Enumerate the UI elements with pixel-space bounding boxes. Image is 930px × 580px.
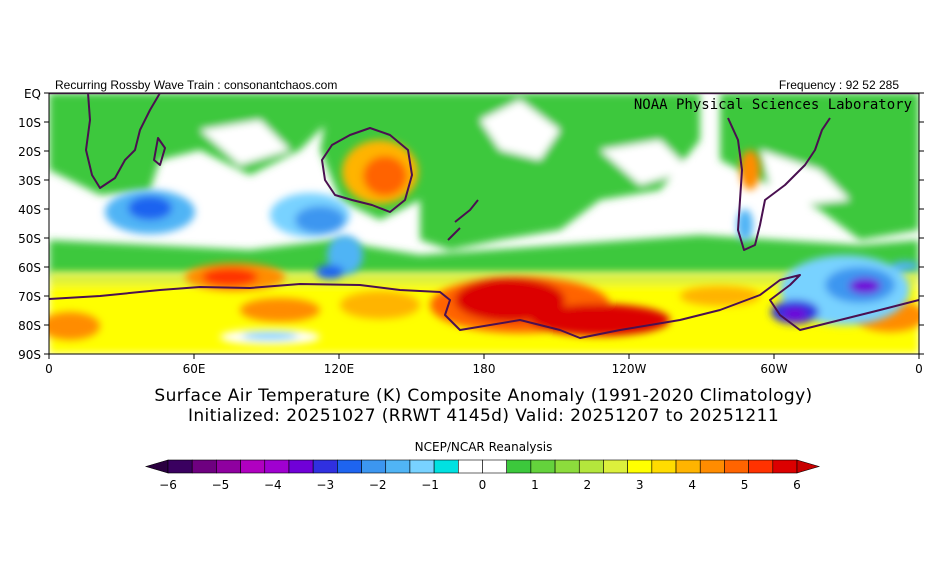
warm-anomaly-regions: [49, 140, 919, 340]
lon-tick-label: 120E: [324, 362, 355, 376]
colorbar-swatch: [627, 459, 653, 474]
lat-tick-label: 40S: [18, 203, 41, 217]
colorbar-tick-label: −2: [369, 478, 387, 492]
colorbar-tick-label: 0: [479, 478, 487, 492]
lon-tick-label: 0: [45, 362, 53, 376]
colorbar-swatch: [554, 459, 580, 474]
lon-tick-label: 180: [473, 362, 496, 376]
noaa-watermark: NOAA Physical Sciences Laboratory: [634, 97, 912, 113]
colorbar-ticks: −6 −5 −4 −3 −2 −1 0 1 2 3 4 5 6: [159, 478, 801, 492]
lat-tick-label: 90S: [18, 348, 41, 362]
lat-tick-label: 10S: [18, 116, 41, 130]
lat-tick-label: EQ: [24, 87, 41, 101]
colorbar-tick-label: −5: [212, 478, 230, 492]
colorbar-tick-label: 3: [636, 478, 644, 492]
map-title-line1: Surface Air Temperature (K) Composite An…: [154, 386, 813, 406]
header-frequency: Frequency : 92 52 285: [778, 78, 899, 92]
lon-tick-label: 60W: [760, 362, 787, 376]
colorbar-tick-label: −1: [421, 478, 439, 492]
latitude-axis: EQ 10S 20S 30S 40S 50S 60S 70S 80S 90S: [18, 87, 924, 362]
lon-tick-label: 60E: [183, 362, 206, 376]
lat-tick-label: 70S: [18, 290, 41, 304]
lat-tick-label: 80S: [18, 319, 41, 333]
header-attribution: Recurring Rossby Wave Train : consonantc…: [55, 78, 338, 92]
colorbar-tick-label: 6: [793, 478, 801, 492]
colorbar-swatch: [361, 459, 387, 474]
colorbar-tick-label: −6: [159, 478, 177, 492]
colorbar-swatch: [264, 459, 290, 474]
longitude-axis: 0 60E 120E 180 120W 60W 0: [45, 354, 923, 376]
colorbar-swatch: [385, 459, 411, 474]
colorbar-tick-label: 5: [741, 478, 749, 492]
colorbar-swatch: [651, 459, 677, 474]
colorbar-swatch: [530, 459, 556, 474]
colorbar-swatch: [603, 459, 628, 474]
colorbar-swatch: [482, 459, 507, 474]
colorbar-swatch: [191, 459, 217, 474]
colorbar-swatch: [578, 459, 604, 474]
colorbar-swatch: [288, 459, 314, 474]
colorbar-swatch: [312, 459, 338, 474]
colorbar-swatches: [144, 459, 821, 474]
colorbar-swatch: [167, 459, 193, 474]
colorbar-left-arrow: [144, 459, 169, 474]
madagascar-coast: [153, 137, 166, 166]
africa-coast: [85, 93, 161, 189]
lon-tick-label: 120W: [612, 362, 647, 376]
positive-anomaly-green-regions: [49, 93, 919, 275]
map-title-line2: Initialized: 20251027 (RRWT 4145d) Valid…: [187, 406, 780, 426]
lat-tick-label: 30S: [18, 174, 41, 188]
colorbar-swatch: [699, 459, 725, 474]
south-america-coast: [727, 117, 831, 251]
antarctica-coast: [49, 274, 919, 339]
colorbar-swatch: [772, 459, 798, 474]
data-source-label: NCEP/NCAR Reanalysis: [414, 440, 553, 454]
lat-tick-label: 60S: [18, 261, 41, 275]
colorbar-swatch: [216, 459, 241, 474]
lat-tick-label: 20S: [18, 145, 41, 159]
lat-tick-label: 50S: [18, 232, 41, 246]
new-zealand-coast: [447, 199, 479, 241]
map-field: [49, 93, 919, 354]
colorbar-tick-label: 1: [531, 478, 539, 492]
colorbar-tick-label: −3: [316, 478, 334, 492]
colorbar-swatch: [748, 459, 774, 474]
australia-coast: [321, 127, 413, 213]
colorbar-tick-label: −4: [264, 478, 282, 492]
colorbar-right-arrow: [796, 459, 821, 474]
colorbar-tick-label: 2: [584, 478, 592, 492]
colorbar-swatch: [458, 459, 483, 474]
lon-tick-label: 0: [915, 362, 923, 376]
colorbar-swatch: [337, 459, 362, 474]
colorbar-swatch: [724, 459, 749, 474]
colorbar-swatch: [433, 459, 459, 474]
colorbar-tick-label: 4: [688, 478, 696, 492]
colorbar-swatch: [240, 459, 266, 474]
colorbar-swatch: [506, 459, 532, 474]
colorbar-swatch: [675, 459, 701, 474]
colorbar-swatch: [409, 459, 435, 474]
coastlines: [49, 93, 919, 339]
cold-anomaly-regions: [105, 190, 919, 345]
